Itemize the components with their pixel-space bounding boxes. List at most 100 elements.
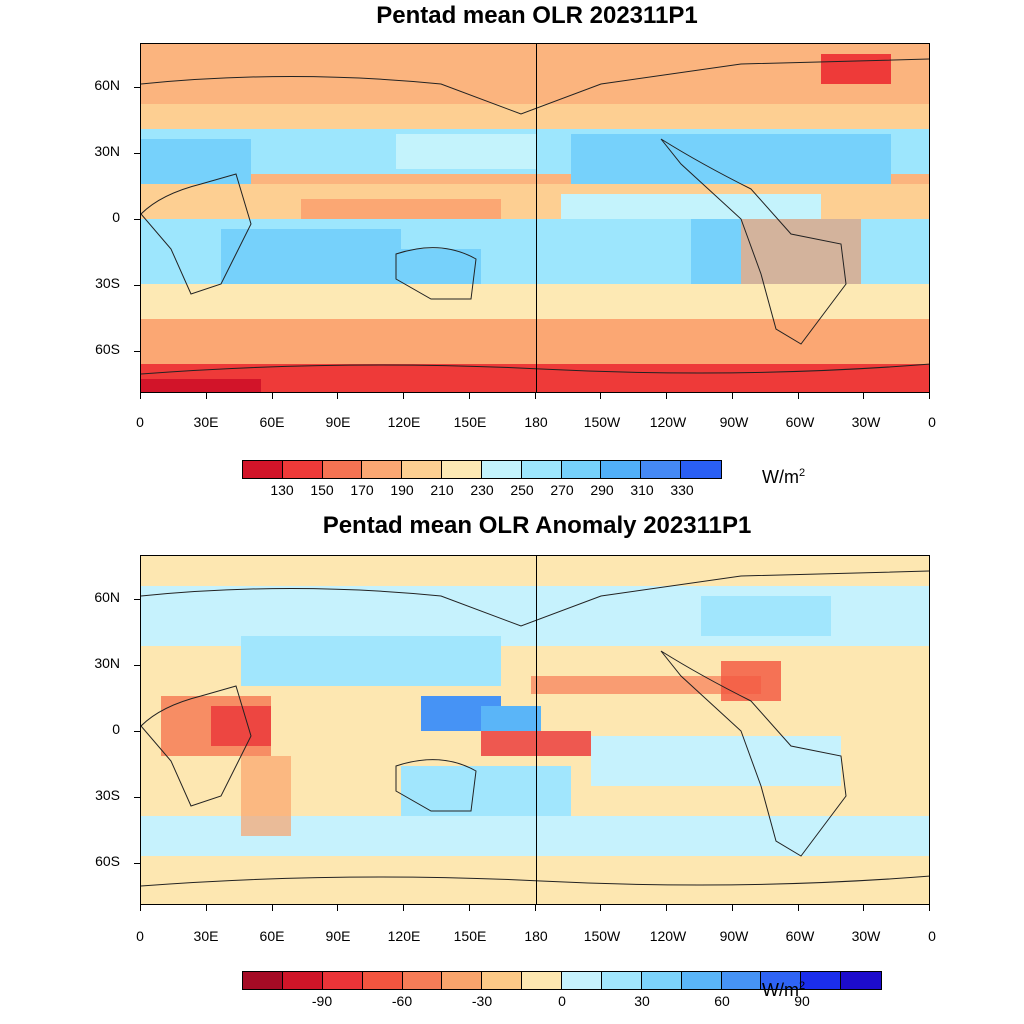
colorbar-box (243, 972, 283, 989)
lon-label: 90W (719, 928, 749, 944)
axis-tick (797, 905, 799, 911)
axis-tick (468, 393, 470, 399)
axis-tick (134, 731, 140, 732)
colorbar-label: -30 (471, 993, 493, 1009)
colorbar-box (442, 461, 482, 478)
axis-tick (403, 905, 404, 911)
axis-tick (134, 665, 140, 666)
dateline (536, 556, 537, 904)
colorbar-box (841, 972, 881, 989)
colorbar-label: 30 (634, 993, 650, 1009)
olr-anomaly-colorbar (242, 971, 882, 990)
lon-label: 0 (136, 928, 144, 944)
colorbar-box (481, 461, 522, 478)
colorbar-label: 230 (470, 482, 494, 498)
axis-tick (134, 87, 140, 88)
colorbar-box (322, 461, 363, 478)
lon-label: 30E (193, 928, 219, 944)
lon-label: 150W (583, 414, 621, 430)
lon-label: 120W (649, 414, 687, 430)
lon-label: 180 (524, 928, 548, 944)
lon-label: 150E (453, 414, 487, 430)
axis-tick (134, 797, 140, 798)
colorbar-box (482, 972, 523, 989)
axis-tick (666, 393, 667, 399)
axis-tick (205, 393, 207, 399)
lat-label: 30N (94, 143, 120, 159)
colorbar-label: 250 (510, 482, 534, 498)
lat-label: 30N (94, 655, 120, 671)
colorbar-label: 210 (430, 482, 454, 498)
olr-map[interactable] (140, 43, 930, 393)
lon-label: 150W (583, 928, 621, 944)
colorbar-box (402, 972, 443, 989)
colorbar-label: 270 (550, 482, 574, 498)
colorbar-label: 190 (390, 482, 414, 498)
lat-label: 60N (94, 589, 120, 605)
lat-label: 0 (112, 209, 120, 225)
axis-tick (863, 393, 865, 399)
axis-tick (134, 863, 140, 864)
colorbar-box (601, 461, 642, 478)
colorbar-box (681, 461, 721, 478)
olr-anomaly-map[interactable] (140, 555, 930, 905)
colorbar-box (561, 461, 602, 478)
colorbar-box (721, 972, 762, 989)
colorbar-label: 290 (590, 482, 614, 498)
lon-label: 180 (524, 414, 548, 430)
axis-tick (666, 905, 667, 911)
axis-tick (271, 905, 273, 911)
lat-label: 60N (94, 77, 120, 93)
panel-2-title: Pentad mean OLR Anomaly 202311P1 (322, 512, 752, 539)
colorbar-box (243, 461, 283, 478)
colorbar-label: 170 (350, 482, 374, 498)
axis-tick (731, 905, 733, 911)
axis-tick (140, 905, 141, 911)
colorbar-box (522, 972, 562, 989)
colorbar-label: 310 (630, 482, 654, 498)
axis-tick (337, 393, 339, 399)
lat-label: 0 (112, 721, 120, 737)
axis-tick (140, 393, 141, 399)
panel-1-title: Pentad mean OLR 202311P1 (376, 2, 698, 29)
axis-tick (134, 153, 140, 154)
lon-label: 0 (928, 928, 936, 944)
axis-tick (337, 905, 339, 911)
colorbar-box (362, 972, 403, 989)
axis-tick (134, 285, 140, 286)
colorbar-label: 90 (794, 993, 810, 1009)
lon-label: 90E (325, 414, 351, 430)
colorbar-box (562, 972, 602, 989)
olr-colorbar (242, 460, 722, 479)
axis-tick (468, 905, 470, 911)
olr-field (141, 44, 929, 392)
axis-tick (205, 905, 207, 911)
axis-tick (731, 393, 733, 399)
lon-label: 30E (193, 414, 219, 430)
colorbar-label: 330 (670, 482, 694, 498)
unit-label: W/m2 (762, 980, 806, 1000)
lon-label: 0 (136, 414, 144, 430)
colorbar-label: -60 (391, 993, 413, 1009)
axis-tick (929, 393, 930, 399)
lat-label: 30S (95, 787, 120, 803)
lon-label: 60E (259, 414, 285, 430)
olr-anomaly-field (141, 556, 929, 904)
colorbar-box (322, 972, 363, 989)
lat-label: 60S (95, 341, 120, 357)
dateline (536, 44, 537, 392)
colorbar-label: 150 (310, 482, 334, 498)
axis-tick (271, 393, 273, 399)
lon-label: 60W (785, 928, 815, 944)
axis-tick (534, 393, 536, 399)
lon-label: 30W (851, 414, 881, 430)
lon-label: 30W (851, 928, 881, 944)
colorbar-box (442, 972, 483, 989)
colorbar-box (601, 972, 642, 989)
lon-label: 120E (387, 928, 421, 944)
colorbar-box (681, 972, 722, 989)
axis-tick (929, 905, 930, 911)
unit-label: W/m2 (762, 467, 806, 487)
colorbar-box (801, 972, 842, 989)
lon-label: 150E (453, 928, 487, 944)
